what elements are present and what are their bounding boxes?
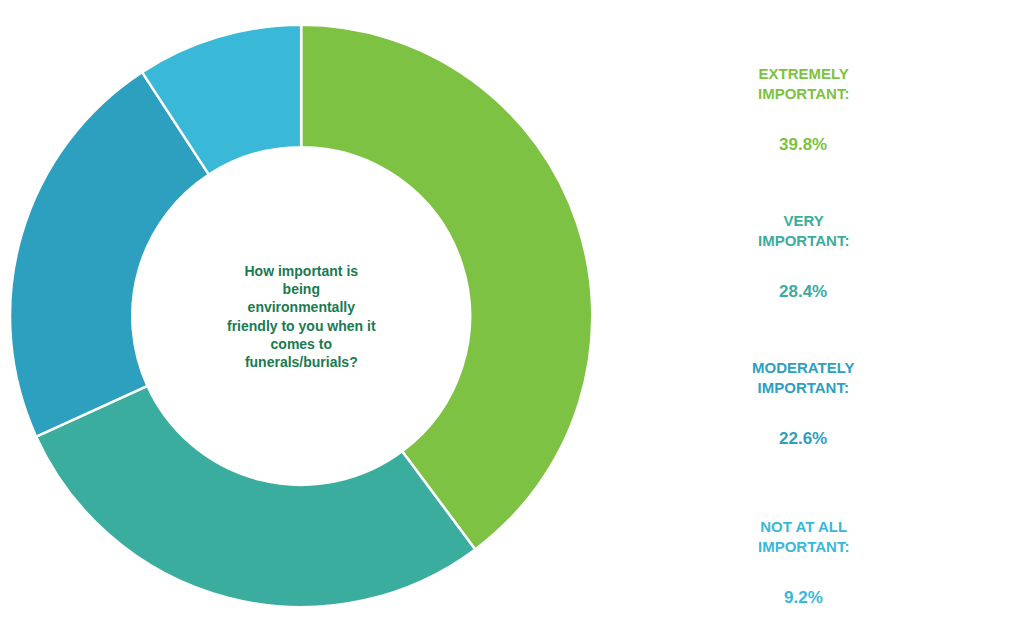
svg-text:How important isbeingenvironme: How important isbeingenvironmentallyfrie…	[227, 263, 376, 370]
svg-text:28.4%: 28.4%	[779, 282, 827, 301]
svg-text:EXTREMELYIMPORTANT:: EXTREMELYIMPORTANT:	[758, 65, 849, 102]
svg-text:NOT AT ALLIMPORTANT:: NOT AT ALLIMPORTANT:	[758, 518, 849, 555]
svg-text:MODERATELYIMPORTANT:: MODERATELYIMPORTANT:	[752, 359, 855, 396]
svg-text:39.8%: 39.8%	[779, 135, 827, 154]
svg-text:9.2%: 9.2%	[784, 588, 823, 607]
svg-text:VERYIMPORTANT:: VERYIMPORTANT:	[758, 212, 849, 249]
svg-text:22.6%: 22.6%	[779, 429, 827, 448]
